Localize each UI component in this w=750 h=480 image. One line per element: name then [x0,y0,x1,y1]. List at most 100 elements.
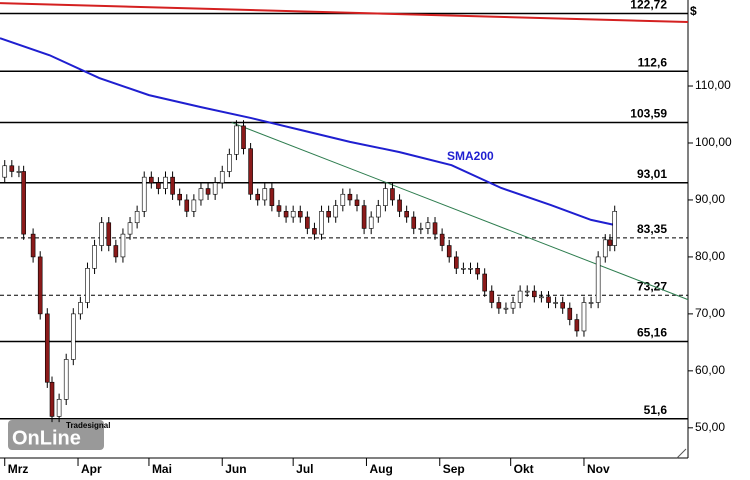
candle-body [532,290,537,298]
candle-body [234,125,239,155]
y-tick-label: 110,00 [695,78,731,92]
line [0,37,615,226]
line [231,122,689,301]
candle-body [9,165,15,172]
logo-box [8,420,104,450]
level-label: 122,72 [630,0,667,12]
candle-body [212,182,218,195]
candle-body [567,307,573,320]
candle-body [607,239,613,246]
candle-body [92,245,97,269]
candle-body [63,359,69,400]
candle-body [347,193,353,201]
candle-body [574,319,580,332]
x-tick-label: Nov [587,462,610,476]
y-tick-label: 80,00 [695,249,725,263]
candle-body [177,193,182,201]
candle-body [198,188,204,201]
logo: Tradesignal OnLine [8,420,110,450]
candle-body [113,245,119,258]
candle-body [21,171,26,235]
candle-body [496,302,502,309]
candle-body [78,302,83,315]
candle-body [404,211,409,218]
candle-body [588,302,594,304]
candle-body [269,188,275,206]
y-tick-label: 90,00 [695,192,725,206]
candle-body [546,296,551,303]
x-tick-label: Aug [369,462,392,476]
candle-body [2,165,8,178]
candle-body [340,193,346,206]
candle-body [375,205,381,218]
candle-body [127,222,133,235]
candle-body [205,188,211,195]
candle-body [49,381,55,417]
candle-body [184,199,190,212]
x-tick-label: Apr [81,462,102,476]
candle-body [361,205,367,229]
logo-brand: Tradesignal [66,421,110,430]
candle-body [560,302,565,309]
candle-body [475,268,480,275]
candle-body [85,268,90,303]
candle-body [99,222,104,246]
candle-body [106,222,112,246]
candle-body [503,307,509,310]
level-label: 103,59 [630,107,667,121]
candle-body [248,148,253,195]
level-label: 51,6 [644,403,668,417]
candle-body [489,290,495,303]
candle-body [368,216,374,229]
unit-label: $ [690,4,697,18]
candle-body [333,205,339,218]
candle-body [163,176,168,189]
candle-body [432,222,438,235]
candle-body [312,228,317,235]
candle-body [16,171,22,173]
candle-body [454,256,459,269]
candle-body [602,239,608,258]
level-label: 93,01 [637,167,667,181]
candle-body [255,193,261,201]
candle-body [241,125,246,149]
candle-body [326,211,331,218]
candle-body [37,256,43,315]
level-label: 112,6 [638,55,668,69]
candle-body [397,199,402,212]
y-tick-label: 60,00 [695,363,725,377]
logo-name: OnLine [12,427,81,449]
candle-body [56,399,62,417]
candle-body [227,154,232,172]
candle-body [425,222,431,229]
x-tick-label: Mai [152,462,172,476]
candle-body [30,233,36,258]
candle-body [354,199,360,206]
candle-body [411,216,417,229]
candle-body [446,245,452,258]
x-tick-label: Jun [225,462,246,476]
candle-body [70,313,76,360]
candle-body [141,176,147,212]
x-tick-label: Mrz [8,462,29,476]
line-label: SMA200 [447,149,494,163]
candle-body [439,233,445,246]
x-tick-label: Jul [296,462,313,476]
candle-body [290,211,296,218]
y-tick-label: 70,00 [695,306,725,320]
candle-body [219,171,225,184]
candle-body [191,199,197,212]
resize-icon [676,448,687,459]
candle-body [390,188,395,201]
candle-body [134,211,140,224]
candle-body [319,211,324,235]
candle-body [418,228,424,230]
candle-body [595,256,601,303]
candle-body [539,296,544,299]
candle-body [510,302,516,309]
candle-body [461,268,466,270]
candle-body [517,290,523,303]
candle-body [149,176,154,184]
